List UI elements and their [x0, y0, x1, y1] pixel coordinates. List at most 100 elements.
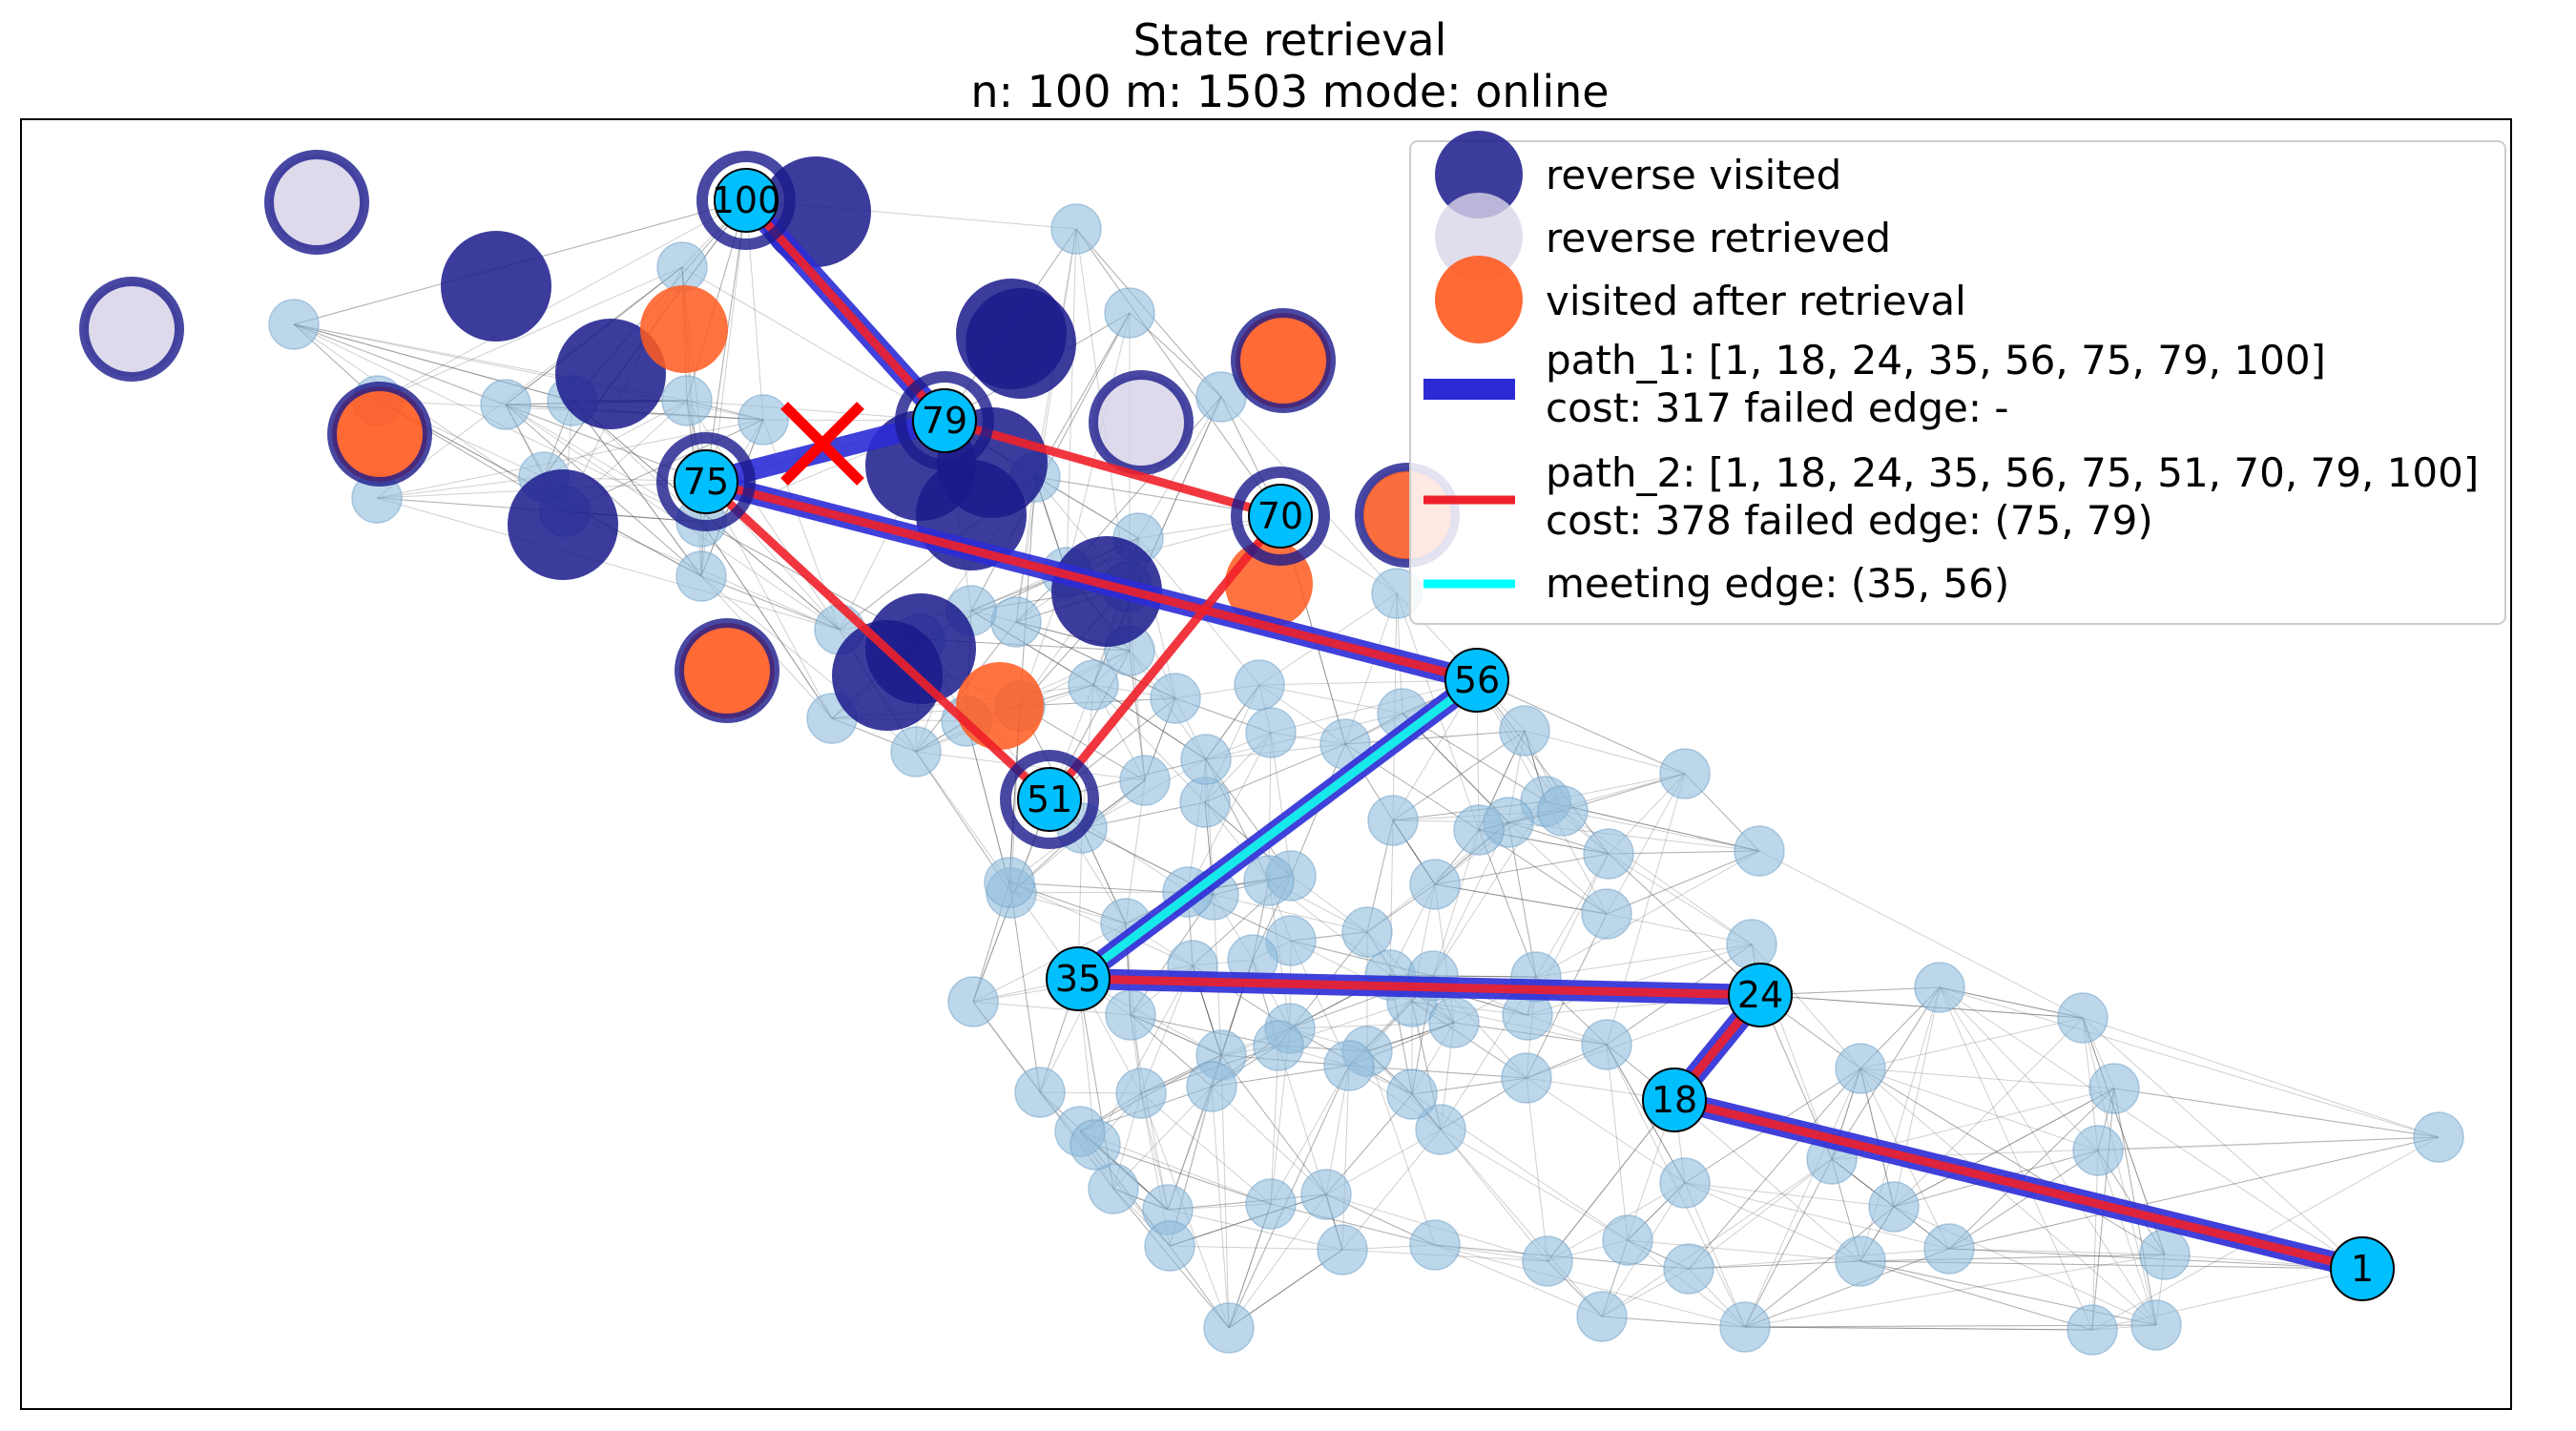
graph-node [1501, 1052, 1552, 1104]
graph-node [1243, 855, 1295, 906]
graph-edge [1010, 892, 1041, 1093]
graph-edge [1526, 1077, 1686, 1184]
graph-node [1245, 707, 1297, 758]
graph-edge [1220, 1054, 1327, 1195]
graph-edge [1859, 1260, 2093, 1331]
graph-edge [293, 323, 573, 402]
legend-reverse-retrieved-label: reverse retrieved [1546, 215, 1891, 261]
graph-edge [1831, 986, 1941, 1160]
path-node-56: 56 [1444, 648, 1509, 713]
graph-edge [1476, 679, 1610, 855]
graph-edge [293, 323, 573, 402]
graph-edge [2113, 1088, 2440, 1138]
node-marker [674, 449, 738, 514]
reverse-retrieved-node [1089, 370, 1194, 475]
graph-edge [1601, 1158, 1833, 1317]
graph-edge [1169, 1193, 1327, 1247]
graph-edge [1759, 994, 2084, 1019]
graph-edge [1948, 1150, 2099, 1250]
legend-path-1-label: path_1: [1, 18, 24, 35, 56, 75, 79, 100] [1546, 337, 2326, 384]
graph-edge [1270, 1203, 1436, 1246]
graph-edge [1526, 994, 1761, 1079]
graph-edge [1744, 1206, 1895, 1328]
graph-node [1581, 1019, 1632, 1070]
graph-edge [1434, 1244, 1746, 1328]
graph-edge [1688, 1068, 1861, 1270]
graph-edge [377, 199, 747, 402]
graph-edge [1562, 810, 1760, 852]
graph-edge [1744, 1158, 1833, 1328]
path-node-24: 24 [1728, 963, 1793, 1027]
graph-edge [1434, 883, 1608, 915]
reverse-retrieved-node [264, 150, 369, 255]
node-label: 56 [1454, 659, 1500, 701]
graph-edge [1859, 1068, 2166, 1255]
graph-edge [1744, 1068, 1861, 1328]
graph-edge [1270, 1203, 1436, 1246]
graph-edge [1392, 730, 1526, 821]
graph-node [1659, 1157, 1711, 1209]
graph-edge [1684, 1182, 1746, 1328]
graph-edge [1939, 986, 2363, 1270]
graph-node [1245, 1178, 1297, 1230]
graph-edge [1688, 1158, 1833, 1270]
path-2-edge [1672, 1095, 2364, 1274]
graph-edge [376, 266, 683, 499]
graph-edge [1744, 1326, 2093, 1331]
graph-edge [293, 323, 573, 402]
graph-edge [1688, 1068, 1861, 1270]
node-label: 1 [2351, 1248, 2374, 1290]
graph-node [1367, 795, 1419, 846]
reverse-visited-node [555, 319, 666, 429]
graph-node [1659, 748, 1711, 799]
legend-reverse-visited-label: reverse visited [1546, 152, 1841, 198]
reverse-visited-node [832, 620, 943, 731]
graph-edge [1270, 1045, 1279, 1205]
graph-edge [1476, 679, 1610, 855]
visited-after-retrieval-node [675, 618, 779, 723]
graph-edge [1094, 1144, 1272, 1205]
graph-node [1581, 888, 1632, 940]
plot-frame [20, 118, 2512, 1410]
legend-visited-after-icon [1435, 256, 1523, 343]
graph-node [1050, 203, 1102, 255]
graph-edge [1744, 1254, 2166, 1328]
graph-edge [2082, 1017, 2363, 1270]
graph-edge [1948, 1088, 2115, 1250]
node-marker [1444, 648, 1509, 713]
graph-node [1323, 1040, 1375, 1091]
graph-edge [1220, 1054, 1327, 1195]
graph-edge [1434, 853, 1610, 885]
visited-after-retrieval-node [640, 285, 728, 373]
node-ring [1000, 750, 1099, 849]
figure-subtitle: n: 100 m: 1503 mode: online [970, 66, 1609, 117]
graph-edge [1476, 679, 1686, 775]
visited-after-retrieval-node [1231, 308, 1336, 413]
graph-edge [505, 404, 707, 483]
graph-node [2413, 1111, 2464, 1163]
graph-edge [1478, 829, 1537, 978]
graph-edge [1211, 1086, 1327, 1195]
legend-box [1409, 140, 2506, 625]
graph-edge [1440, 1129, 1603, 1317]
graph-node [1835, 1043, 1886, 1094]
graph-edge [1094, 1144, 1272, 1205]
graph-node [1602, 1214, 1653, 1266]
reverse-visited-node [508, 469, 618, 580]
graph-edge [1859, 1068, 2166, 1255]
graph-edge [1434, 883, 1608, 915]
node-label: 35 [1055, 958, 1101, 1000]
node-label: 100 [712, 179, 781, 221]
graph-edge [1270, 679, 1478, 734]
graph-edge [1939, 986, 2440, 1138]
graph-edge [1948, 1150, 2099, 1250]
graph-edge [1075, 228, 1281, 517]
graph-node [1115, 1068, 1167, 1119]
graph-edge [1547, 1099, 1675, 1262]
graph-node [1317, 1224, 1368, 1275]
graph-edge [377, 266, 683, 402]
graph-edge [1187, 732, 1272, 893]
graph-edge [2082, 1017, 2157, 1326]
graph-edge [1608, 853, 1761, 996]
graph-edge [1606, 850, 1760, 915]
